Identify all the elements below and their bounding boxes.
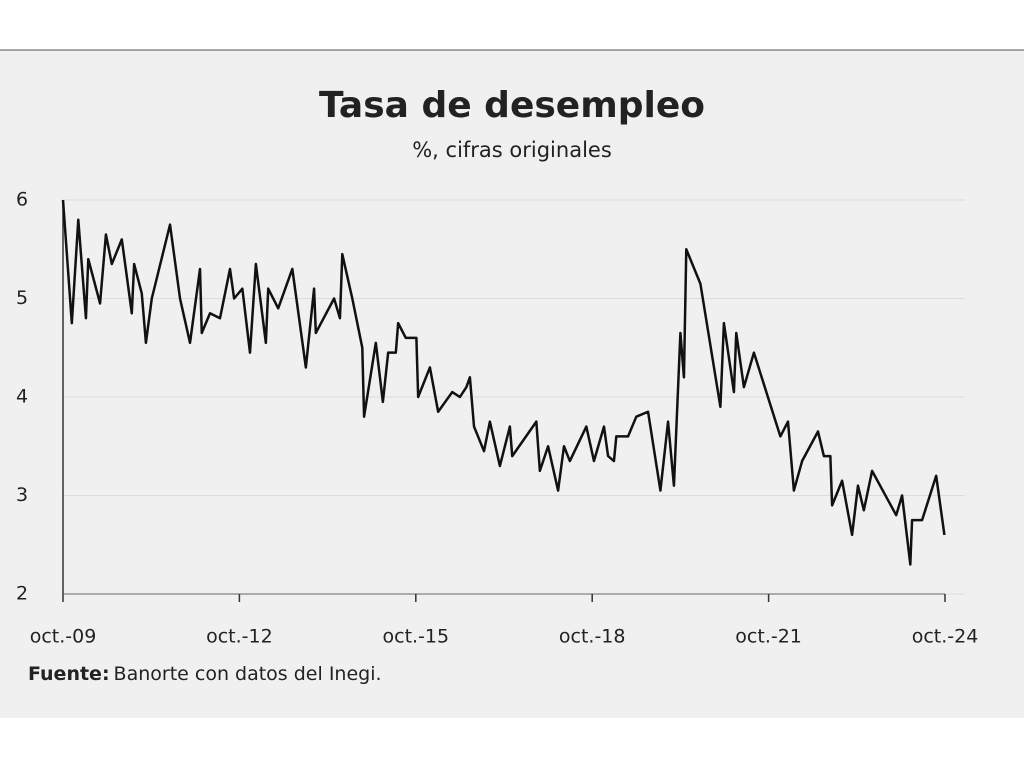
- x-tick-label: oct.-21: [735, 626, 802, 648]
- x-tick-label: oct.-09: [30, 626, 97, 648]
- y-tick-label: 6: [16, 189, 28, 211]
- x-tick-label: oct.-24: [912, 626, 979, 648]
- chart-title: Tasa de desempleo: [319, 85, 705, 126]
- chart-subtitle: %, cifras originales: [412, 138, 612, 162]
- x-tick-label: oct.-12: [206, 626, 273, 648]
- y-tick-label: 3: [16, 484, 28, 506]
- source-text: Banorte con datos del Inegi.: [114, 663, 382, 685]
- y-tick-label: 2: [16, 583, 28, 605]
- x-tick-label: oct.-18: [559, 626, 626, 648]
- x-tick-label: oct.-15: [383, 626, 450, 648]
- y-tick-label: 4: [16, 386, 28, 408]
- panel: [0, 50, 1024, 718]
- line: [61, 199, 946, 566]
- source: Fuente: Banorte con datos del Inegi.: [28, 663, 382, 685]
- y-tick-label: 5: [16, 287, 28, 309]
- source-label: Fuente:: [28, 663, 110, 685]
